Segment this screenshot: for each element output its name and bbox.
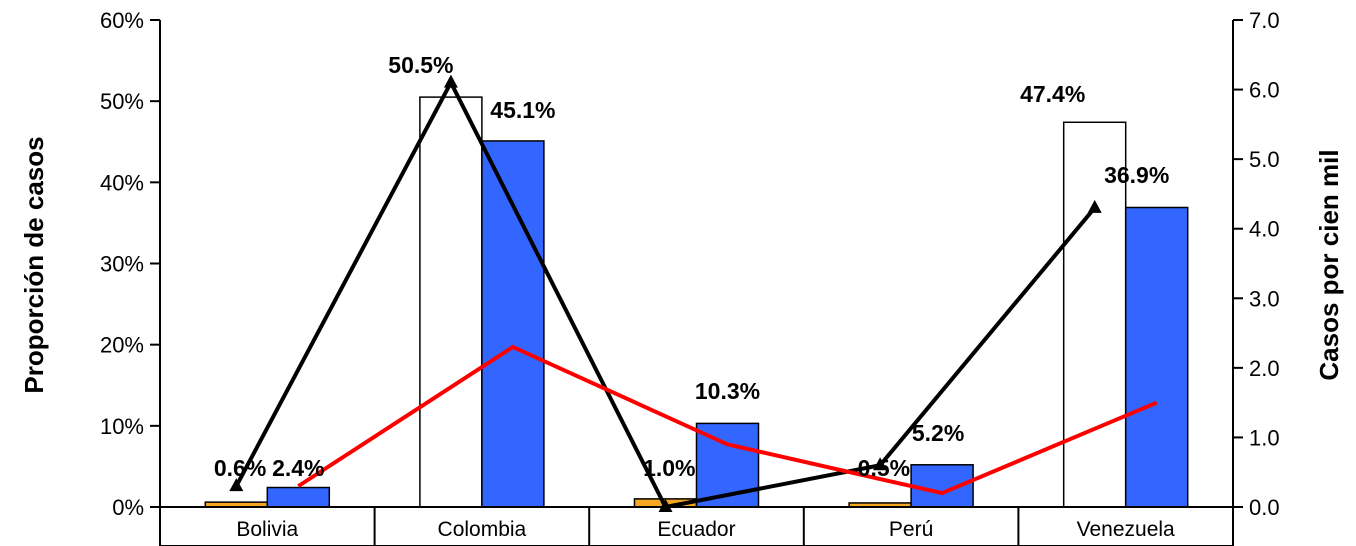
data-labels-layer: 0.6% 50.5% 1.0% 0.5% 47.4% 2.4% 45.1% 10.3% 5.2%… bbox=[214, 52, 1169, 481]
bar-s1-colombia bbox=[481, 140, 545, 508]
y2-tick-label: 2.0 bbox=[1249, 356, 1280, 381]
data-label-s0-4: 47.4% bbox=[1020, 81, 1085, 107]
line-marker-0-4 bbox=[1087, 199, 1102, 213]
y-tick-label: 30% bbox=[100, 252, 144, 277]
line-marker-0-2 bbox=[658, 499, 673, 512]
category-label-venezuela: Venezuela bbox=[1077, 518, 1175, 541]
data-label-s1-4: 36.9% bbox=[1104, 162, 1169, 188]
y2-tick-label: 7.0 bbox=[1249, 8, 1280, 33]
y-tick-label: 10% bbox=[100, 414, 144, 439]
y-tick-label: 60% bbox=[100, 8, 144, 33]
y-tick-label: 50% bbox=[100, 89, 144, 114]
data-label-s1-1: 45.1% bbox=[490, 97, 555, 123]
y-tick-label: 20% bbox=[100, 333, 144, 358]
y-tick-label: 0% bbox=[112, 495, 144, 520]
category-label-colombia: Colombia bbox=[438, 518, 527, 541]
y2-axis-title: Casos por cien mil bbox=[1314, 149, 1344, 380]
bar-s1-bolivia bbox=[266, 486, 331, 508]
category-label-perú: Perú bbox=[889, 518, 933, 541]
axes-layer: 0% 10% 20% 30% 40% 50% 60% 0.0 1.0 2.0 3.0 4.0 5.0 6.… bbox=[100, 8, 1280, 546]
bar-s1-venezuela bbox=[1124, 206, 1189, 508]
data-label-s0-0: 0.6% bbox=[214, 455, 266, 481]
y2-tick-label: 3.0 bbox=[1249, 286, 1280, 311]
data-label-s1-0: 2.4% bbox=[272, 455, 324, 481]
y2-tick-label: 6.0 bbox=[1249, 78, 1280, 103]
data-label-s0-1: 50.5% bbox=[388, 52, 453, 78]
y2-tick-label: 0.0 bbox=[1249, 495, 1280, 520]
lines-layer bbox=[229, 74, 1158, 512]
y2-tick-label: 4.0 bbox=[1249, 217, 1280, 242]
y-axis-title: Proporción de casos bbox=[19, 136, 49, 393]
data-label-s0-3: 0.5% bbox=[858, 455, 910, 481]
y2-tick-label: 5.0 bbox=[1249, 147, 1280, 172]
bar-s0-venezuela bbox=[1062, 121, 1127, 508]
line-marker-0-1 bbox=[443, 74, 458, 88]
y2-tick-label: 1.0 bbox=[1249, 425, 1280, 450]
bar-s0-colombia bbox=[419, 96, 483, 508]
category-label-bolivia: Bolivia bbox=[236, 518, 298, 541]
y-tick-label: 40% bbox=[100, 170, 144, 195]
line-marker-0-3 bbox=[873, 457, 888, 471]
data-label-s1-3: 5.2% bbox=[912, 420, 964, 446]
data-label-s0-2: 1.0% bbox=[643, 455, 695, 481]
line-series-1 bbox=[297, 344, 1158, 496]
bars-layer bbox=[204, 96, 1189, 508]
data-label-s1-2: 10.3% bbox=[695, 378, 760, 404]
line-marker-0-0 bbox=[229, 478, 244, 492]
category-label-ecuador: Ecuador bbox=[657, 518, 735, 541]
